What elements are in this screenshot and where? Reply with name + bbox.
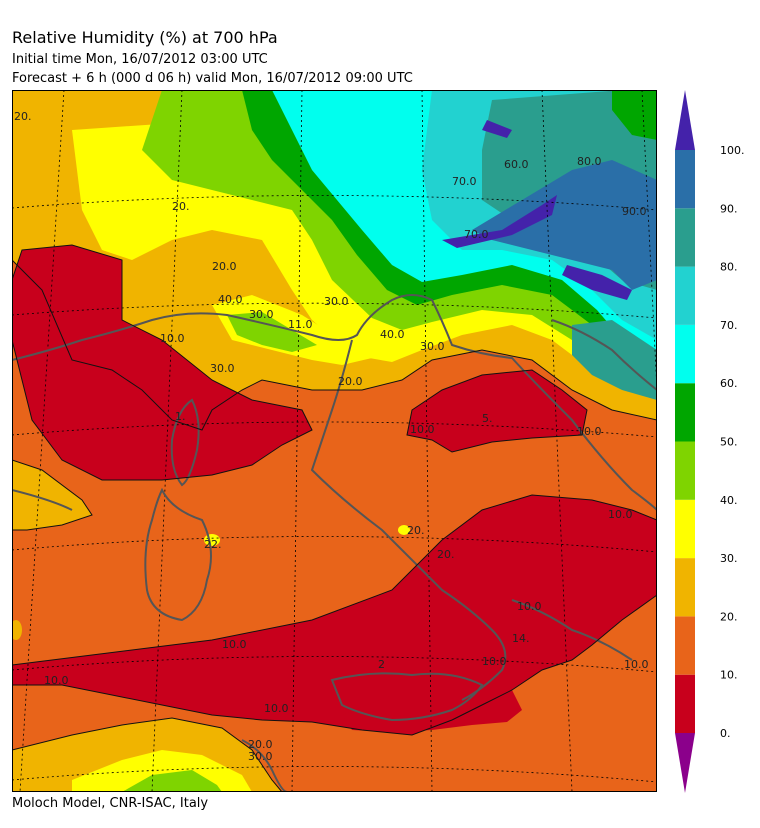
contour-label: 5. [482,412,493,425]
map-title: Relative Humidity (%) at 700 hPa [12,28,278,47]
legend-tick-label: 90. [720,202,738,215]
legend-below-arrow [675,733,695,793]
contour-label: 80.0 [577,155,602,168]
legend-tick-label: 80. [720,261,738,274]
contour-label: 10.0 [160,332,185,345]
region-rh-20-30-west [12,460,92,530]
contour-label: 20. [14,110,32,123]
legend-above-arrow [675,90,695,150]
contour-labels: 20. 20. 10.0 20.0 30.0 40.0 30.0 11.0 30… [14,110,649,763]
contour-label: 60.0 [504,158,529,171]
contour-label: 10.0 [222,638,247,651]
legend-tick-label: 20. [720,610,738,623]
contour-label: 10.0 [44,674,69,687]
legend-bin [675,616,695,675]
contour-label: 40.0 [218,293,243,306]
contour-label: 40.0 [380,328,405,341]
legend-tick-label: 10. [720,669,738,682]
region-rh-high-se [572,320,657,400]
region-rh-0-10-sicily-tip [342,685,522,732]
region-rh-0-10-west [12,245,312,480]
contour-label: 10.0 [264,702,289,715]
map-frame [12,90,657,792]
legend-bin [675,383,695,442]
contour-label: 2 [378,658,385,671]
contour-label: 10.0 [517,600,542,613]
region-rh-50-60-ne [612,90,657,140]
contour-label: 20.0 [338,375,363,388]
contour-label: 90.0 [622,205,647,218]
region-rh-40-50-po [227,312,317,352]
contour-label: 11.0 [288,318,313,331]
contour-label: 14. [512,632,530,645]
legend-tick-label: 100. [720,144,745,157]
legend-bin [675,441,695,500]
contour-label: 20.0 [248,738,273,751]
contour-label: 10.0 [608,508,633,521]
forecast-valid-time: Forecast + 6 h (000 d 06 h) valid Mon, 1… [12,71,413,86]
coastlines [12,294,657,792]
contour-label: 30.0 [324,295,349,308]
contour-label: 30.0 [210,362,235,375]
legend-bin [675,324,695,384]
color-legend: 0. 10. 20. 30. 40. 50. 60. 70. 80. 90. 100. [675,90,745,793]
legend-bin [675,266,695,325]
contour-label: 30.0 [249,308,274,321]
contour-label: 20. [172,200,190,213]
region-rh-saturated [442,120,632,300]
legend-bins [675,90,695,793]
region-rh-90-100 [472,160,657,290]
legend-tick-label: 60. [720,377,738,390]
legend-tick-label: 30. [720,552,738,565]
contour-label: 20. [437,548,455,561]
legend-bin [675,558,695,617]
contour-label: 30.0 [248,750,273,763]
contour-label: 22. [204,538,222,551]
legend-bin [675,150,695,209]
region-rh-40-50-south [122,770,222,792]
contour-label: 10.0 [624,658,649,671]
model-credit: Moloch Model, CNR-ISAC, Italy [12,796,209,811]
contour-label: 1. [175,410,186,423]
legend-tick-label: 70. [720,319,738,332]
legend-bin [675,208,695,267]
contour-label: 20.0 [212,260,237,273]
legend-labels: 0. 10. 20. 30. 40. 50. 60. 70. 80. 90. 100. [720,144,745,740]
region-rh-20-30-adriatic-spot [398,525,410,535]
legend-bin [675,499,695,559]
legend-bin [675,674,695,733]
graticule [12,90,657,792]
contour-label: 10.0 [482,655,507,668]
contour-label: 70.0 [464,228,489,241]
contour-lines [12,244,657,792]
legend-tick-label: 50. [720,436,738,449]
legend-tick-label: 40. [720,494,738,507]
region-rh-20-30-west-spot [12,620,22,640]
initial-time: Initial time Mon, 16/07/2012 03:00 UTC [12,52,268,67]
contour-label: 20. [407,524,425,537]
contour-label: 10.0 [410,423,435,436]
contour-label: 70.0 [452,175,477,188]
contour-label: 10.0 [577,425,602,438]
contour-label: 30.0 [420,340,445,353]
legend-tick-label: 0. [720,727,731,740]
humidity-map: 20. 20. 10.0 20.0 30.0 40.0 30.0 11.0 30… [12,90,657,792]
